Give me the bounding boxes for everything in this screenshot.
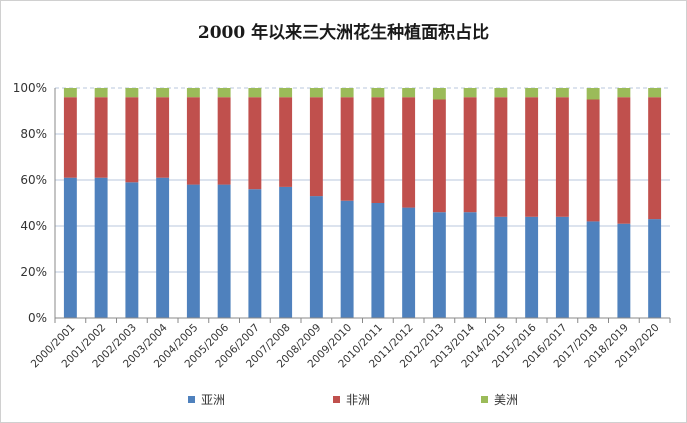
legend: 亚洲 非洲 美洲 bbox=[188, 393, 518, 407]
bar-segment bbox=[309, 97, 323, 197]
y-tick-label: 20% bbox=[20, 265, 47, 279]
bar-segment bbox=[371, 203, 385, 318]
bar-segment bbox=[217, 88, 231, 98]
bar-segment bbox=[217, 97, 231, 185]
bar-segment bbox=[186, 184, 200, 318]
bar-segment bbox=[186, 97, 200, 185]
bar-segment bbox=[279, 88, 293, 98]
legend-label: 亚洲 bbox=[201, 393, 225, 407]
bar-segment bbox=[494, 216, 508, 318]
bar-segment bbox=[648, 88, 662, 98]
legend-swatch bbox=[481, 396, 488, 403]
bar-segment bbox=[402, 97, 416, 208]
bar-segment bbox=[156, 97, 170, 178]
bar-segment bbox=[586, 221, 600, 318]
bar-segment bbox=[125, 88, 139, 98]
bar-segment bbox=[648, 219, 662, 318]
bar-segment bbox=[432, 88, 446, 100]
bar-segment bbox=[248, 97, 262, 190]
bar-segment bbox=[63, 88, 77, 98]
bar-segment bbox=[525, 216, 539, 318]
bar-segment bbox=[63, 177, 77, 318]
bar-segment bbox=[555, 216, 569, 318]
bar-segment bbox=[617, 97, 631, 224]
bar-segment bbox=[371, 88, 385, 98]
bar-segment bbox=[648, 97, 662, 220]
bar-segment bbox=[248, 88, 262, 98]
bar-segment bbox=[402, 88, 416, 98]
bar-segment bbox=[94, 177, 108, 318]
bar-segment bbox=[371, 97, 385, 203]
bar-segment bbox=[125, 182, 139, 318]
bar-segment bbox=[586, 99, 600, 222]
y-tick-label: 60% bbox=[20, 173, 47, 187]
bar-segment bbox=[156, 88, 170, 98]
bar-segment bbox=[555, 97, 569, 217]
legend-swatch bbox=[333, 396, 340, 403]
y-tick-label: 40% bbox=[20, 219, 47, 233]
bar-segment bbox=[494, 97, 508, 217]
y-tick-label: 80% bbox=[20, 127, 47, 141]
bar-segment bbox=[125, 97, 139, 183]
chart-title: 2000 年以来三大洲花生种植面积占比 bbox=[197, 23, 490, 43]
bar-segment bbox=[463, 88, 477, 98]
bar-segment bbox=[309, 88, 323, 98]
bar-segment bbox=[63, 97, 77, 178]
legend-label: 非洲 bbox=[346, 393, 370, 407]
bar-segment bbox=[402, 207, 416, 318]
bar-segment bbox=[525, 97, 539, 217]
bar-segment bbox=[340, 97, 354, 201]
bar-segment bbox=[248, 189, 262, 318]
bar-segment bbox=[340, 200, 354, 318]
bar-segment bbox=[279, 97, 293, 187]
bar-segment bbox=[617, 88, 631, 98]
bar-segment bbox=[279, 186, 293, 318]
bar-segment bbox=[463, 212, 477, 318]
bar-segment bbox=[340, 88, 354, 98]
bar-segment bbox=[94, 88, 108, 98]
bar-segment bbox=[186, 88, 200, 98]
bar-segment bbox=[432, 212, 446, 318]
legend-label: 美洲 bbox=[494, 393, 518, 407]
bar-segment bbox=[94, 97, 108, 178]
bar-segment bbox=[156, 177, 170, 318]
bar-segment bbox=[586, 88, 600, 100]
legend-swatch bbox=[188, 396, 195, 403]
y-tick-label: 100% bbox=[13, 81, 47, 95]
bar-segment bbox=[555, 88, 569, 98]
grid-layer bbox=[55, 87, 670, 273]
bar-segment bbox=[617, 223, 631, 318]
bar-segment bbox=[494, 88, 508, 98]
y-tick-label: 0% bbox=[28, 311, 47, 325]
bar-segment bbox=[217, 184, 231, 318]
bar-segment bbox=[432, 99, 446, 213]
bar-segment bbox=[525, 88, 539, 98]
bar-segment bbox=[463, 97, 477, 213]
bar-layer bbox=[63, 88, 662, 318]
bar-segment bbox=[309, 196, 323, 318]
